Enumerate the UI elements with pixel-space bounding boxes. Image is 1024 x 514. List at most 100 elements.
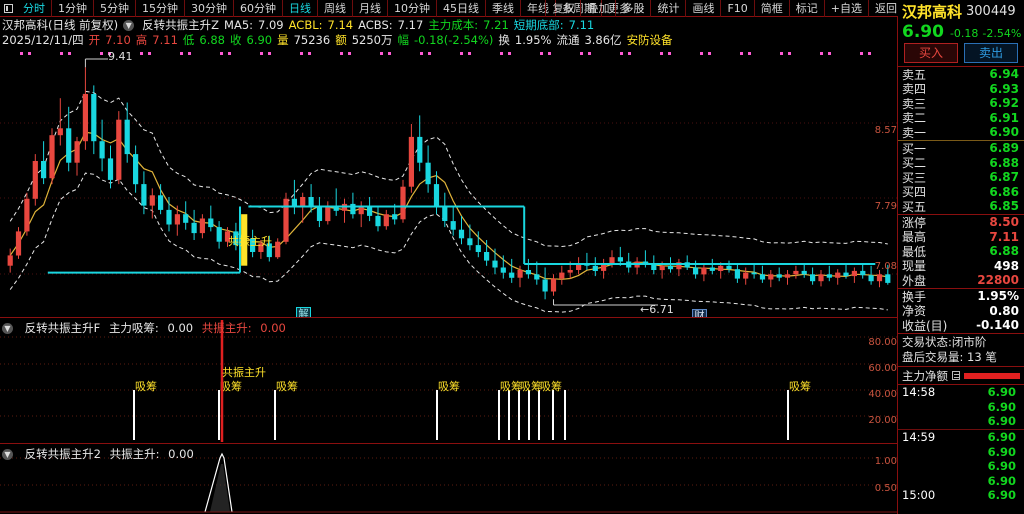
menu-item-3[interactable]: 15分钟 <box>136 0 185 17</box>
menu-label-7: 周线 <box>324 1 346 15</box>
bid-row-2[interactable]: 买二 6.88 <box>898 156 1024 171</box>
ask-row-4[interactable]: 卖四 6.93 <box>898 82 1024 97</box>
buy-button[interactable]: 买入 <box>904 43 958 63</box>
ask-value-4: 6.93 <box>989 81 1019 96</box>
ask-value-3: 6.92 <box>989 96 1019 111</box>
stat-value-1: 7.11 <box>989 229 1019 244</box>
main-candlestick-chart[interactable]: 共振主升 9.41 ←6.71 解 财 <box>0 47 898 317</box>
menu-label-11: 季线 <box>492 1 514 15</box>
svg-text:吸筹: 吸筹 <box>220 379 242 393</box>
short-bottom-value: 7.11 <box>568 17 595 32</box>
tool-item-4[interactable]: 画线 <box>686 0 722 17</box>
stat-row-high: 最高 7.11 <box>898 230 1024 245</box>
float-value: 3.86亿 <box>584 32 622 47</box>
close-value: 6.90 <box>246 32 273 47</box>
indicator2-label1: 共振主升: <box>109 447 160 461</box>
after-hours-volume: 盘后交易量: 13 笔 <box>902 350 997 364</box>
menu-item-11[interactable]: 季线 <box>486 0 521 17</box>
menu-item-9[interactable]: 10分钟 <box>388 0 437 17</box>
indicator1-label2: 共振主升: <box>201 321 252 335</box>
price-axis-tick-1: 7.79 <box>874 201 897 212</box>
tick-price-6: 6.90 <box>987 473 1016 488</box>
bid-row-4[interactable]: 买四 6.86 <box>898 185 1024 200</box>
tick-price-1: 6.90 <box>987 399 1016 414</box>
main-net-amount-row[interactable]: 主力净额 <box>898 368 1024 383</box>
tool-item-8[interactable]: +自选 <box>825 0 869 17</box>
bid-label-1: 买一 <box>902 141 927 156</box>
menu-item-6[interactable]: 日线 <box>283 0 318 17</box>
tool-item-5[interactable]: F10 <box>721 0 755 17</box>
menu-item-13[interactable]: 多周期 <box>556 0 602 17</box>
quote-price-row: 6.90 -0.18 -2.54% <box>898 22 1024 42</box>
ind1-axis-tick-3: 20.00 <box>868 415 897 426</box>
low-price-text: 6.71 <box>649 303 674 316</box>
stat2-label-2: 收益(目) <box>902 318 948 333</box>
menu-item-12[interactable]: 年线 <box>521 0 556 17</box>
acbs-value: 7.17 <box>397 17 424 32</box>
ask-row-2[interactable]: 卖二 6.91 <box>898 111 1024 126</box>
ind1-axis-tick-1: 60.00 <box>868 363 897 374</box>
tick-time-0: 14:58 <box>902 385 936 400</box>
indicator-panel-2[interactable]: ▼ 反转共振主升2 共振主升: 0.00 <box>0 443 898 514</box>
tool-item-0[interactable]: 复权 <box>545 0 582 17</box>
stat-label-0: 涨停 <box>902 215 927 230</box>
dropdown-icon[interactable]: ▼ <box>123 18 137 32</box>
svg-text:吸筹: 吸筹 <box>438 379 460 393</box>
tool-label-0: 复权 <box>552 2 575 15</box>
chart-right-border <box>897 17 898 514</box>
menu-item-4[interactable]: 30分钟 <box>185 0 234 17</box>
quote-divider-1 <box>898 66 1024 67</box>
tick-price-0: 6.90 <box>987 385 1016 400</box>
ask-row-5[interactable]: 卖五 6.94 <box>898 67 1024 82</box>
menu-label-4: 30分钟 <box>191 1 227 15</box>
tick-price-4: 6.90 <box>987 444 1016 459</box>
stat-label-4: 外盘 <box>902 273 927 288</box>
marker-jie-icon[interactable]: 解 <box>296 307 311 317</box>
tool-label-2: 多股 <box>622 2 645 15</box>
tick-row-3: 14:59 6.90 <box>898 430 1024 445</box>
tick-list[interactable]: 14:58 6.90 6.90 6.90 14:59 6.90 6.90 6.90 … <box>898 385 1024 503</box>
menu-item-8[interactable]: 月线 <box>353 0 388 17</box>
tick-row-6: 6.90 <box>898 474 1024 489</box>
menu-item-5[interactable]: 60分钟 <box>234 0 283 17</box>
bid-row-5[interactable]: 买五 6.85 <box>898 199 1024 214</box>
menu-item-0[interactable]: 分时 <box>17 0 52 17</box>
marker-cai-icon[interactable]: 财 <box>692 309 707 317</box>
svg-text:吸筹: 吸筹 <box>540 379 562 393</box>
sell-button[interactable]: 卖出 <box>964 43 1018 63</box>
chevron-right-icon[interactable]: › <box>640 1 645 15</box>
ask-row-3[interactable]: 卖三 6.92 <box>898 96 1024 111</box>
chart-title: 汉邦高科(日线 前复权) <box>2 17 119 32</box>
indicator1-dropdown-icon[interactable]: ▼ <box>2 321 16 335</box>
low-label: 低 <box>182 32 195 47</box>
stat2-row-eps: 收益(目) -0.140 <box>898 318 1024 333</box>
svg-text:吸筹: 吸筹 <box>276 379 298 393</box>
tool-item-3[interactable]: 统计 <box>651 0 687 17</box>
ask-row-1[interactable]: 卖一 6.90 <box>898 125 1024 140</box>
indicator2-header: ▼ 反转共振主升2 共振主升: 0.00 <box>2 446 199 462</box>
main-net-bar <box>964 372 1020 379</box>
tick-price-5: 6.90 <box>987 459 1016 474</box>
high-label: 高 <box>135 32 148 47</box>
indicator2-dropdown-icon[interactable]: ▼ <box>2 447 16 461</box>
window-icon[interactable] <box>4 3 13 13</box>
menu-item-14[interactable]: 更多 <box>602 0 636 17</box>
menu-item-1[interactable]: 1分钟 <box>52 0 94 17</box>
tool-item-2[interactable]: 多股 <box>616 0 652 17</box>
tool-item-7[interactable]: 标记 <box>790 0 825 17</box>
tool-item-1[interactable]: 叠加 <box>581 0 617 17</box>
menu-item-2[interactable]: 5分钟 <box>94 0 136 17</box>
bid-row-1[interactable]: 买一 6.89 <box>898 141 1024 156</box>
menu-item-10[interactable]: 45日线 <box>437 0 486 17</box>
bid-row-3[interactable]: 买三 6.87 <box>898 170 1024 185</box>
stat2-row-netasset: 净资 0.80 <box>898 304 1024 319</box>
high-price-label: 9.41 <box>108 50 133 63</box>
indicator-panel-1[interactable]: ▼ 反转共振主升F 主力吸筹: 0.00 共振主升: 0.00 吸筹 吸筹 吸筹 吸筹… <box>0 317 898 443</box>
tool-item-6[interactable]: 简框 <box>755 0 790 17</box>
menu-item-7[interactable]: 周线 <box>318 0 353 17</box>
tick-price-2: 6.90 <box>987 414 1016 429</box>
list-icon[interactable] <box>952 371 960 380</box>
ma5-label: MA5: <box>224 17 254 32</box>
quote-divider-mid <box>898 140 1024 141</box>
quote-divider-6 <box>898 384 1024 385</box>
